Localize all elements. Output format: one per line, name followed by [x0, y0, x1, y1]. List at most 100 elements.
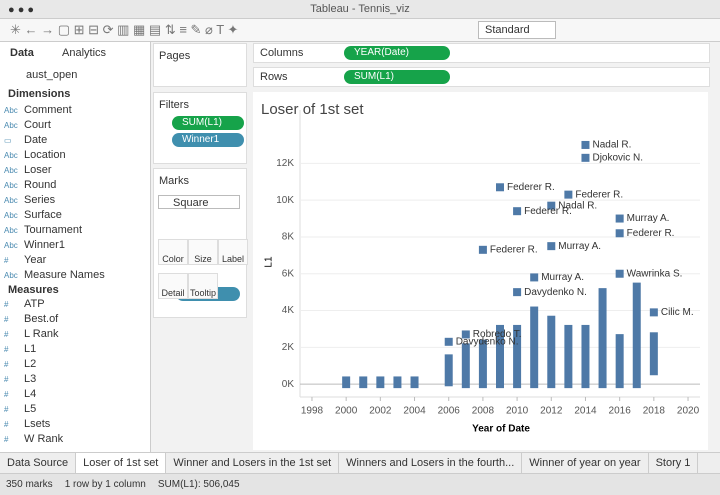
mark-label: Murray A. [558, 241, 601, 252]
sheet-tab[interactable]: Data Source [0, 453, 77, 473]
field-item[interactable]: Abc Comment [4, 104, 72, 116]
field-item[interactable]: Abc Series [4, 194, 55, 206]
tab-data[interactable]: Data [10, 47, 34, 59]
field-type-icon: # [4, 405, 9, 414]
field-item[interactable]: # L1 [4, 343, 36, 355]
measure-list: # ATP # Best.of # L Rank # L1 # L2 # L3 # L4 # L5 # Lsets… [0, 298, 140, 452]
status-text: 1 row by 1 column [64, 479, 146, 490]
mark-button[interactable]: Tooltip [188, 273, 218, 299]
data-source[interactable]: aust_open [26, 69, 78, 81]
mark-label: Federer R. [627, 228, 675, 239]
square-column [461, 343, 470, 389]
filter-pill[interactable]: SUM(L1) [172, 116, 244, 130]
field-name: Series [24, 194, 56, 206]
filter-pill[interactable]: Winner1 [172, 133, 244, 147]
field-item[interactable]: # L5 [4, 403, 36, 415]
field-item[interactable]: Abc Location [4, 149, 66, 161]
toolbar-icons[interactable]: ✳ ← → ▢ ⊞ ⊟ ⟳ ▥ ▦ ▤ ⇅ ≡ ✎ ⌀ T ✦ [10, 22, 239, 37]
mark-label: Nadal R. [592, 140, 631, 151]
marks-card: Marks Square Loser ColorSizeLabelDetailT… [153, 168, 248, 318]
toolbar: ✳ ← → ▢ ⊞ ⊟ ⟳ ▥ ▦ ▤ ⇅ ≡ ✎ ⌀ T ✦ Standard [0, 19, 720, 42]
field-item[interactable]: # L Rank [4, 328, 58, 340]
field-item[interactable]: # L3 [4, 373, 36, 385]
y-tick-label: 0K [282, 379, 295, 390]
square-mark [444, 337, 453, 346]
mark-button[interactable]: Color [158, 239, 188, 265]
field-item[interactable]: Abc Measure Names [4, 269, 105, 281]
dimensions-title: Dimensions [8, 88, 71, 100]
mark-label: Federer R. [524, 206, 572, 217]
field-item[interactable]: # Lsets [4, 418, 50, 430]
field-item[interactable]: # L2 [4, 358, 36, 370]
field-item[interactable]: Abc Winner1 [4, 239, 65, 251]
mark-button[interactable]: Detail [158, 273, 188, 299]
x-tick-label: 2006 [438, 406, 461, 417]
sheet-tab[interactable]: Story 1 [649, 453, 699, 473]
square-mark [649, 308, 658, 317]
x-tick-label: 2020 [677, 406, 700, 417]
shelf-pill[interactable]: SUM(L1) [344, 70, 450, 84]
field-type-icon: # [4, 315, 9, 324]
y-axis-title: L1 [264, 256, 275, 268]
field-name: Round [24, 179, 57, 191]
window-controls[interactable]: ● ● ● [8, 4, 35, 16]
square-column [649, 332, 658, 376]
sheet-tab[interactable]: Winner and Losers in the 1st set [166, 453, 340, 473]
field-item[interactable]: # Best.of [4, 313, 58, 325]
field-item[interactable]: Abc Surface [4, 209, 62, 221]
x-tick-label: 1998 [301, 406, 324, 417]
chart: Loser of 1st set L1 Year of Date 0K 2K 4K 6… [253, 92, 708, 450]
square-mark [547, 201, 556, 210]
square-mark [581, 153, 590, 162]
square-mark [478, 245, 487, 254]
field-item[interactable]: # Year [4, 254, 46, 266]
square-mark [513, 288, 522, 297]
x-tick-label: 2004 [403, 406, 426, 417]
x-axis-title: Year of Date [472, 424, 530, 435]
mark-label: Davydenko N. [456, 336, 519, 347]
field-type-icon: # [4, 435, 9, 444]
field-name: Lsets [24, 418, 51, 430]
mark-type[interactable]: Square [158, 195, 240, 209]
mark-label: Djokovic N. [592, 152, 643, 163]
field-item[interactable]: Abc Round [4, 179, 56, 191]
square-column [632, 282, 641, 389]
sheet-tab[interactable]: Winners and Losers in the fourth... [339, 453, 523, 473]
field-item[interactable]: # W Rank [4, 433, 63, 445]
x-tick-label: 2002 [369, 406, 392, 417]
field-item[interactable]: ▭ Date [4, 134, 47, 146]
sheet-tab[interactable]: Loser of 1st set [76, 453, 167, 473]
square-column [376, 376, 385, 389]
field-name: Surface [24, 209, 62, 221]
square-mark [530, 273, 539, 282]
square-column [564, 324, 573, 389]
field-type-icon: # [4, 300, 9, 309]
field-name: L2 [24, 358, 37, 370]
field-type-icon: Abc [4, 166, 18, 175]
shelf-pill[interactable]: YEAR(Date) [344, 46, 450, 60]
field-item[interactable]: Abc Court [4, 119, 51, 131]
square-column [496, 324, 504, 389]
field-type-icon: Abc [4, 241, 18, 250]
square-mark [461, 330, 470, 339]
field-name: Comment [24, 104, 72, 116]
sheet-tab[interactable]: Winner of year on year [522, 453, 649, 473]
tab-analytics[interactable]: Analytics [62, 47, 107, 59]
field-type-icon: # [4, 375, 9, 384]
status-text: SUM(L1): 506,045 [157, 479, 240, 490]
mark-button[interactable]: Label [218, 239, 248, 265]
pages-card: Pages [153, 43, 247, 87]
shelf-label: Rows [260, 71, 288, 83]
square-mark [496, 183, 504, 192]
field-item[interactable]: # ATP [4, 298, 45, 310]
field-type-icon: Abc [4, 151, 18, 160]
field-item[interactable]: Abc Loser [4, 164, 52, 176]
field-type-icon: Abc [4, 211, 18, 220]
x-tick-label: 2012 [540, 406, 563, 417]
square-column [581, 324, 590, 389]
mark-button[interactable]: Size [188, 239, 218, 265]
field-item[interactable]: Abc Tournament [4, 224, 82, 236]
square-column [598, 288, 607, 389]
fit-dropdown[interactable]: Standard [478, 21, 556, 39]
field-item[interactable]: # L4 [4, 388, 36, 400]
